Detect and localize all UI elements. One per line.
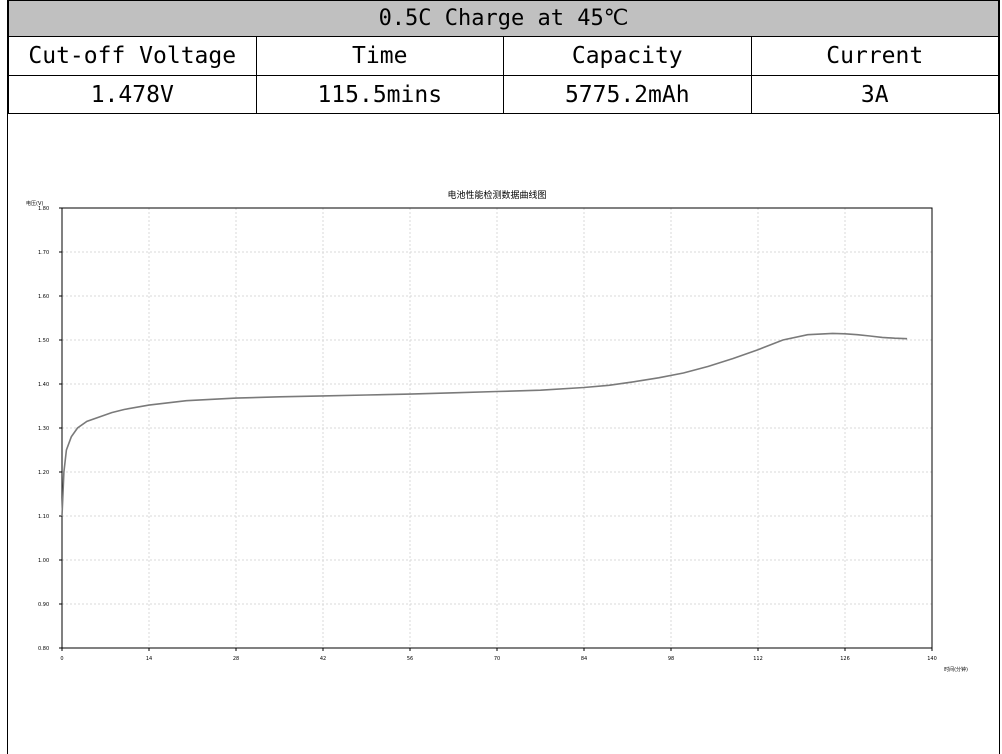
report-sheet: 0.5C Charge at 45℃ Cut-off Voltage Time … — [7, 0, 1000, 754]
header-capacity: Capacity — [503, 36, 752, 76]
x-tick-label: 0 — [60, 656, 63, 662]
x-tick-label: 112 — [753, 656, 763, 662]
chart-ticks: 0 14 28 42 56 70 84 98 112 126 140 0.80 0.90 1.00 1.10… — [38, 206, 937, 662]
y-tick-label: 1.60 — [38, 294, 49, 300]
x-tick-label: 70 — [494, 656, 500, 662]
x-tick-label: 14 — [146, 656, 152, 662]
y-axis-label: 电压(V) — [26, 200, 43, 207]
x-tick-label: 126 — [840, 656, 850, 662]
y-tick-label: 0.90 — [38, 602, 49, 608]
y-tick-label: 1.20 — [38, 470, 49, 476]
header-current: Current — [750, 36, 999, 76]
y-tick-label: 1.30 — [38, 426, 49, 432]
x-tick-label: 28 — [233, 656, 239, 662]
value-cutoff-voltage: 1.478V — [8, 75, 257, 114]
y-tick-label: 1.50 — [38, 338, 49, 344]
y-tick-label: 1.80 — [38, 206, 49, 212]
chart-grid — [62, 208, 932, 648]
plot-frame — [61, 207, 933, 649]
header-time: Time — [255, 36, 504, 76]
y-tick-label: 1.10 — [38, 514, 49, 520]
x-tick-label: 98 — [668, 656, 674, 662]
value-time: 115.5mins — [255, 75, 504, 114]
x-tick-label: 84 — [581, 656, 587, 662]
value-capacity: 5775.2mAh — [503, 75, 752, 114]
x-tick-label: 42 — [320, 656, 326, 662]
x-tick-label: 140 — [927, 656, 937, 662]
voltage-chart: 0 14 28 42 56 70 84 98 112 126 140 0.80 0.90 1.00 1.10… — [8, 148, 999, 708]
y-tick-label: 1.40 — [38, 382, 49, 388]
voltage-curve — [61, 332, 908, 517]
x-axis-label: 时间(分钟) — [944, 666, 968, 673]
y-tick-label: 0.80 — [38, 646, 49, 652]
spec-table: 0.5C Charge at 45℃ Cut-off Voltage Time … — [8, 0, 999, 114]
chart-title: 电池性能检测数据曲线图 — [447, 189, 546, 201]
header-cutoff-voltage: Cut-off Voltage — [8, 36, 257, 76]
y-tick-label: 1.70 — [38, 250, 49, 256]
table-title: 0.5C Charge at 45℃ — [8, 0, 999, 37]
x-tick-label: 56 — [407, 656, 413, 662]
value-current: 3A — [750, 75, 999, 114]
y-tick-label: 1.00 — [38, 558, 49, 564]
